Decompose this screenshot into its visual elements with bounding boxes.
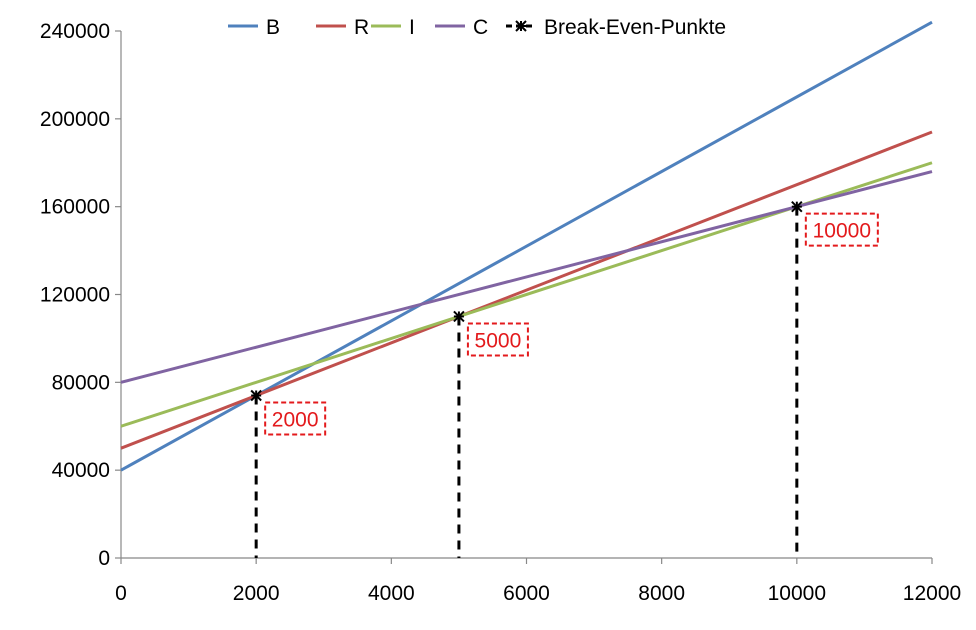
legend-label: B	[266, 16, 280, 39]
break-even-drop-lines	[254, 206, 799, 558]
x-tick-label: 6000	[503, 582, 550, 605]
legend-item-r: R	[316, 16, 369, 39]
x-tick-label: 12000	[903, 582, 961, 605]
legend-marker	[515, 20, 527, 32]
legend-label: I	[409, 16, 415, 39]
legend-item-b: B	[228, 16, 280, 39]
x-tick-label: 10000	[768, 582, 826, 605]
x-tick-label: 4000	[368, 582, 415, 605]
break-even-marker	[791, 200, 803, 213]
legend-item-break-even: Break-Even-Punkte	[506, 16, 726, 39]
legend-label: R	[354, 16, 369, 39]
y-tick-label: 240000	[40, 20, 110, 43]
annotation-label: 5000	[475, 329, 522, 352]
series-line-r	[120, 130, 933, 450]
annotation-label: 10000	[813, 220, 871, 243]
chart-axes: 0 40000 80000 120000 160000 200000 240000 0 2000…	[40, 20, 961, 605]
y-tick-label: 120000	[40, 284, 110, 307]
y-tick-label: 80000	[52, 371, 110, 394]
legend-item-c: C	[435, 16, 488, 39]
annotation-box	[804, 212, 879, 247]
x-tick-label: 8000	[638, 582, 685, 605]
y-tick-label: 0	[98, 547, 110, 570]
annotation-box	[264, 401, 327, 436]
legend-item-i: I	[371, 16, 415, 39]
break-even-marker	[250, 389, 262, 402]
x-tick-label: 2000	[233, 582, 280, 605]
break-even-annotations: 2000 5000 10000	[264, 212, 879, 436]
y-tick-label: 200000	[40, 108, 110, 131]
annotation-10000: 10000	[804, 212, 879, 247]
chart-legend: B R I C Break-Even-Punkte	[228, 16, 726, 39]
y-tick-label: 40000	[52, 459, 110, 482]
annotation-2000: 2000	[264, 401, 327, 436]
break-even-markers	[250, 200, 803, 402]
legend-label: C	[473, 16, 488, 39]
break-even-marker	[453, 310, 465, 323]
annotation-label: 2000	[272, 409, 319, 432]
x-tick-label: 0	[115, 582, 127, 605]
annotation-5000: 5000	[466, 322, 529, 357]
y-tick-label: 160000	[40, 196, 110, 219]
annotation-box	[466, 322, 529, 357]
legend-label: Break-Even-Punkte	[544, 16, 726, 39]
